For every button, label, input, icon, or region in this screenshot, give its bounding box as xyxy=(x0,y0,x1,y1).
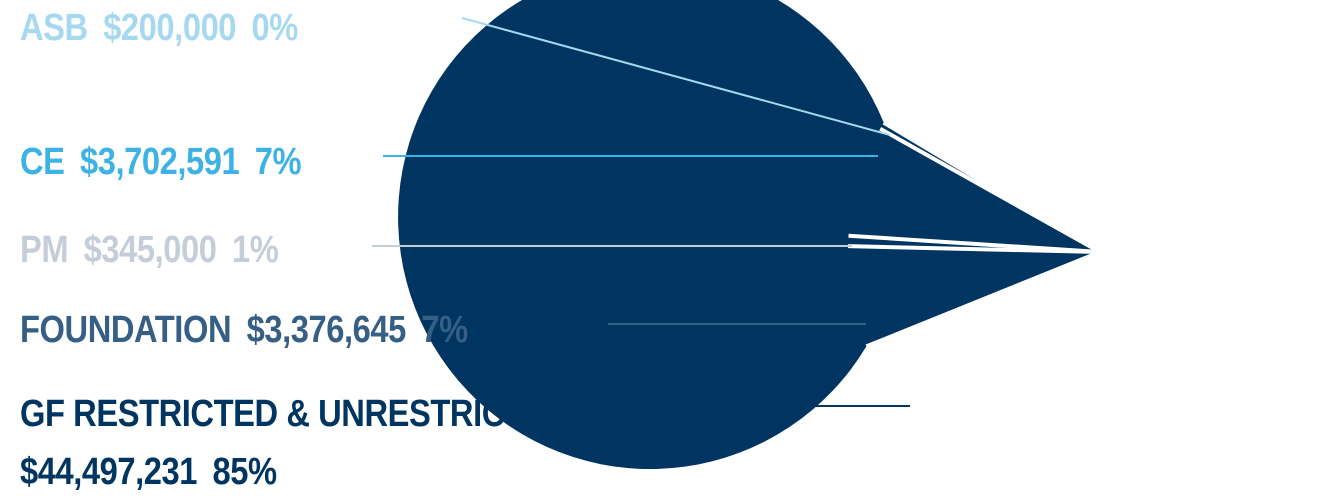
slice-separator xyxy=(882,120,1102,254)
label-foundation-percent: 7% xyxy=(421,309,468,351)
label-pm-name: PM xyxy=(20,229,69,271)
label-asb-percent: 0% xyxy=(251,7,299,49)
leader-line-asb xyxy=(461,17,891,136)
slice-separator xyxy=(865,250,1101,349)
label-foundation-amount: $3,376,645 xyxy=(246,309,407,351)
label-foundation-name: FOUNDATION xyxy=(20,309,232,351)
label-pm: PM $345,000 1% xyxy=(20,228,294,272)
slice-separator xyxy=(848,233,1101,254)
label-gf-percent: 85% xyxy=(212,451,277,493)
label-gf-amount: $44,497,231 xyxy=(20,451,198,493)
label-foundation: FOUNDATION $3,376,645 7% xyxy=(20,308,483,352)
label-ce-name: CE xyxy=(20,141,65,183)
label-ce-percent: 7% xyxy=(254,141,302,183)
label-gf-name: GF RESTRICTED & UNRESTRICTED xyxy=(20,393,569,435)
label-pm-amount: $345,000 xyxy=(83,229,217,271)
label-asb-name: ASB xyxy=(20,7,88,49)
label-ce-amount: $3,702,591 xyxy=(80,141,240,183)
label-gf-values: $44,497,231 85% xyxy=(20,450,292,494)
pie-slice-gf-restricted-unrestricted xyxy=(398,0,1100,470)
label-pm-percent: 1% xyxy=(231,229,279,271)
label-asb-amount: $200,000 xyxy=(103,7,237,49)
label-asb: ASB $200,000 0% xyxy=(20,6,313,50)
label-ce: CE $3,702,591 7% xyxy=(20,140,317,184)
label-gf: GF RESTRICTED & UNRESTRICTED xyxy=(20,392,584,436)
